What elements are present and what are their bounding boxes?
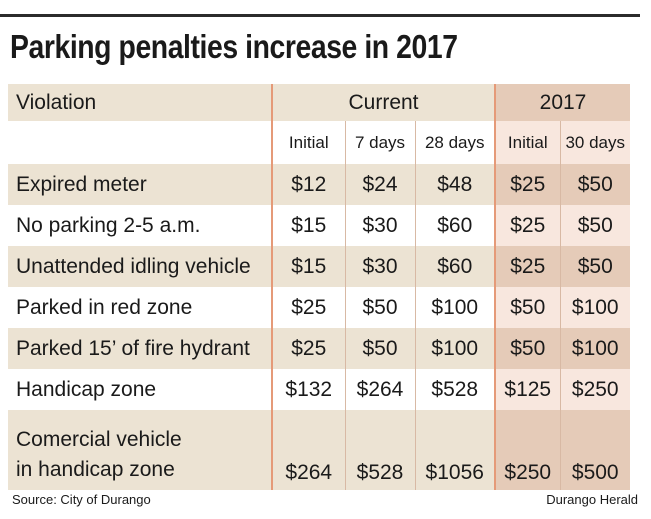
table-row: Parked 15’ of fire hydrant $25 $50 $100 …: [8, 328, 630, 369]
penalty-table: Violation Current 2017 Initial 7 days 28…: [8, 84, 630, 490]
cell-current-initial: $25: [272, 287, 346, 328]
row-label: Unattended idling vehicle: [8, 246, 273, 287]
cell-2017-30days: $100: [560, 328, 630, 369]
cell-current-7days: $30: [345, 205, 416, 246]
cell-current-7days: $24: [345, 164, 416, 205]
source-note: Source: City of Durango: [12, 492, 151, 507]
cell-current-28days: $60: [415, 246, 496, 287]
cell-2017-initial: $25: [495, 205, 561, 246]
cell-2017-30days: $50: [560, 246, 630, 287]
row-label-line: in handicap zone: [16, 458, 175, 481]
header-current: Current: [272, 84, 496, 121]
subheader-2017-30days: 30 days: [560, 121, 630, 164]
cell-current-7days: $264: [345, 369, 416, 410]
table-row: Handicap zone $132 $264 $528 $125 $250: [8, 369, 630, 410]
cell-current-7days: $50: [345, 328, 416, 369]
cell-current-7days: $528: [345, 410, 416, 490]
cell-2017-initial: $125: [495, 369, 561, 410]
cell-2017-30days: $50: [560, 164, 630, 205]
cell-current-7days: $50: [345, 287, 416, 328]
row-label: Comercial vehicle in handicap zone: [8, 410, 273, 490]
cell-current-28days: $1056: [415, 410, 496, 490]
header-2017: 2017: [495, 84, 630, 121]
cell-current-7days: $30: [345, 246, 416, 287]
cell-current-28days: $528: [415, 369, 496, 410]
table-row: Comercial vehicle in handicap zone $264 …: [8, 410, 630, 490]
cell-2017-30days: $50: [560, 205, 630, 246]
credit-line: Durango Herald: [546, 492, 638, 507]
row-label: Expired meter: [8, 164, 273, 205]
table-row: Unattended idling vehicle $15 $30 $60 $2…: [8, 246, 630, 287]
table-row: No parking 2-5 a.m. $15 $30 $60 $25 $50: [8, 205, 630, 246]
cell-2017-30days: $250: [560, 369, 630, 410]
cell-current-initial: $25: [272, 328, 346, 369]
cell-current-initial: $264: [272, 410, 346, 490]
subheader-2017-initial: Initial: [495, 121, 561, 164]
subheader-current-7days: 7 days: [345, 121, 416, 164]
cell-current-28days: $60: [415, 205, 496, 246]
cell-current-initial: $12: [272, 164, 346, 205]
cell-2017-30days: $500: [560, 410, 630, 490]
row-label: Handicap zone: [8, 369, 273, 410]
cell-current-28days: $100: [415, 287, 496, 328]
cell-2017-30days: $100: [560, 287, 630, 328]
subheader-blank: [8, 121, 273, 164]
header-violation: Violation: [8, 84, 273, 121]
subheader-current-28days: 28 days: [415, 121, 496, 164]
cell-2017-initial: $50: [495, 287, 561, 328]
cell-2017-initial: $25: [495, 246, 561, 287]
cell-current-28days: $48: [415, 164, 496, 205]
cell-current-initial: $15: [272, 205, 346, 246]
table-row: Expired meter $12 $24 $48 $25 $50: [8, 164, 630, 205]
row-label-line: Comercial vehicle: [16, 428, 182, 451]
cell-2017-initial: $50: [495, 328, 561, 369]
cell-current-initial: $132: [272, 369, 346, 410]
cell-current-28days: $100: [415, 328, 496, 369]
subheader-current-initial: Initial: [272, 121, 346, 164]
chart-title: Parking penalties increase in 2017: [10, 28, 458, 65]
row-label: Parked in red zone: [8, 287, 273, 328]
cell-2017-initial: $250: [495, 410, 561, 490]
cell-current-initial: $15: [272, 246, 346, 287]
top-rule: [0, 14, 640, 17]
cell-2017-initial: $25: [495, 164, 561, 205]
table-row: Parked in red zone $25 $50 $100 $50 $100: [8, 287, 630, 328]
row-label: No parking 2-5 a.m.: [8, 205, 273, 246]
header-row: Violation Current 2017: [8, 84, 630, 121]
subheader-row: Initial 7 days 28 days Initial 30 days: [8, 121, 630, 164]
row-label: Parked 15’ of fire hydrant: [8, 328, 273, 369]
